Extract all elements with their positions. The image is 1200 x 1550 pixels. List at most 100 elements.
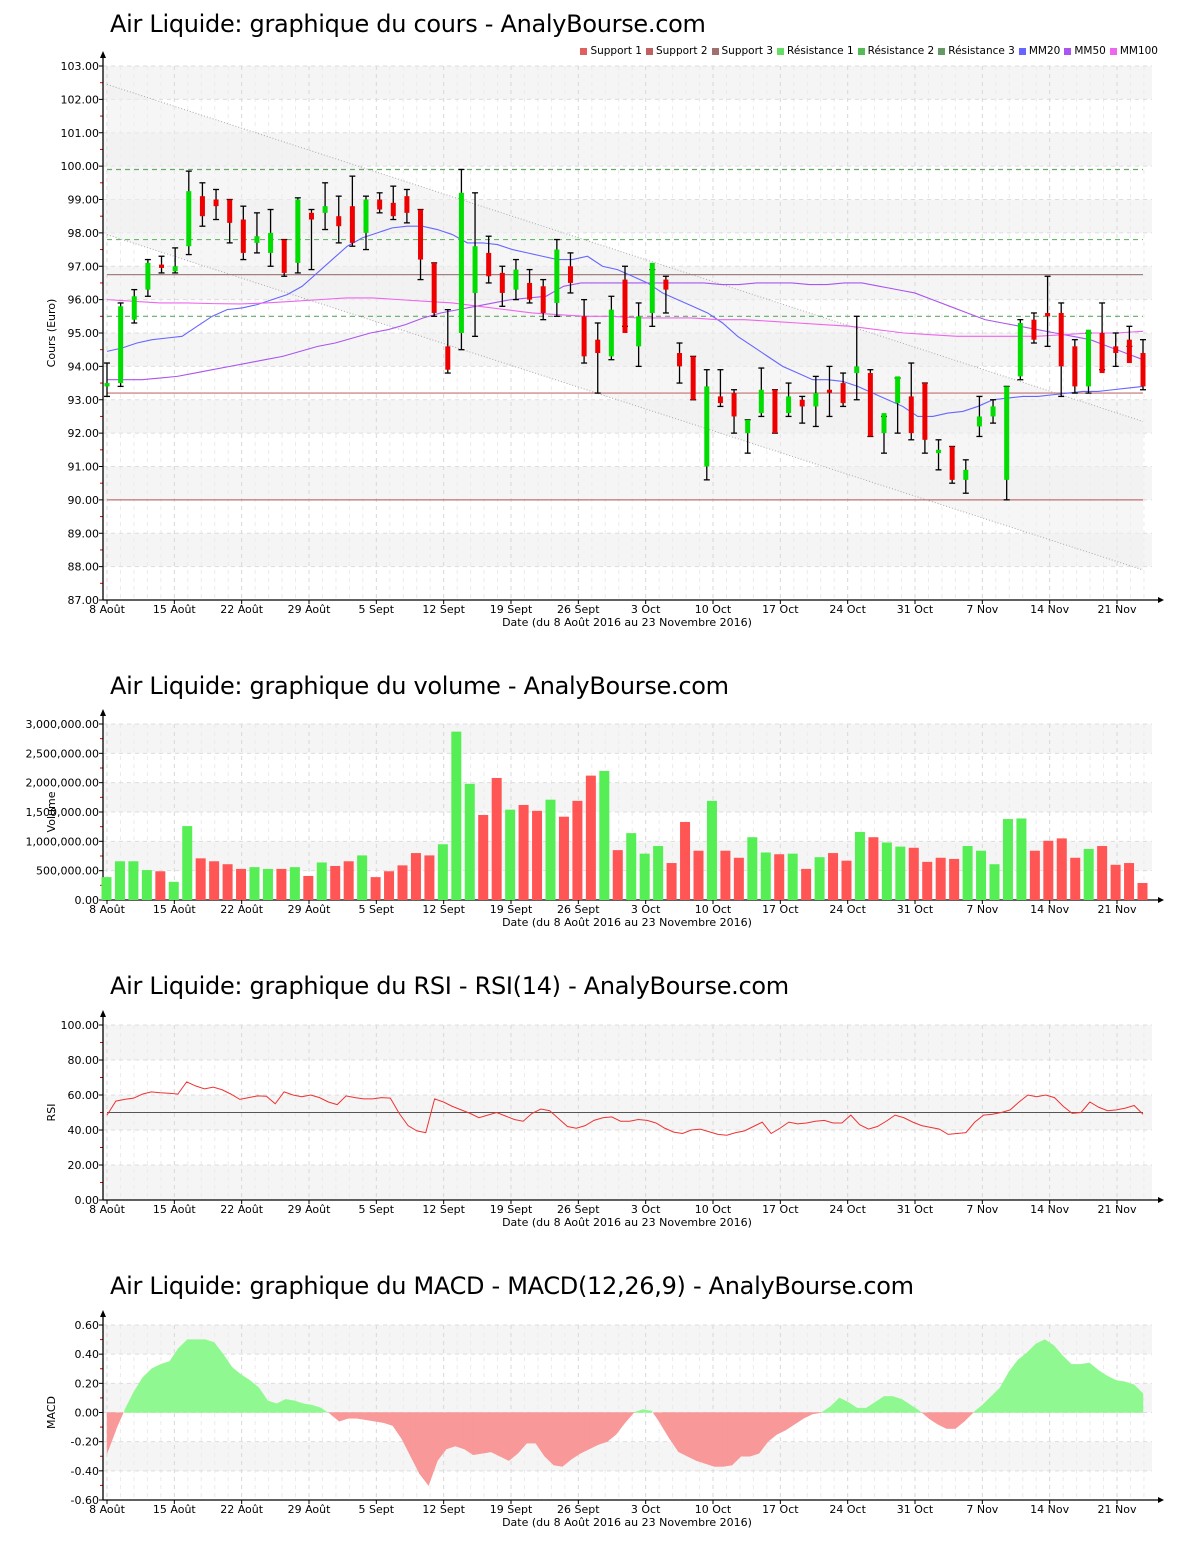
svg-text:12 Sept: 12 Sept	[422, 603, 465, 616]
legend-swatch	[711, 47, 719, 55]
svg-text:10 Oct: 10 Oct	[695, 903, 732, 916]
candle	[990, 399, 997, 424]
candle	[213, 188, 220, 221]
volume-bar	[1056, 838, 1067, 900]
volume-bar	[195, 858, 206, 900]
volume-bar	[868, 837, 879, 900]
volume-bar	[1137, 882, 1148, 900]
candle	[771, 389, 778, 434]
volume-bar	[881, 842, 892, 900]
volume-bar	[262, 868, 273, 900]
svg-text:93.00: 93.00	[68, 394, 100, 407]
volume-bar	[397, 865, 408, 900]
svg-text:5 Sept: 5 Sept	[359, 603, 395, 616]
candle	[703, 369, 710, 481]
candle	[253, 212, 260, 254]
volume-bar	[491, 777, 502, 900]
candle	[444, 308, 451, 374]
candle	[676, 342, 683, 384]
legend-label: Résistance 2	[867, 45, 935, 57]
svg-text:12 Sept: 12 Sept	[422, 1503, 465, 1516]
candle	[512, 258, 519, 301]
svg-text:24 Oct: 24 Oct	[829, 1203, 866, 1216]
volume-bar	[572, 800, 583, 900]
volume-bar	[854, 831, 865, 900]
volume-bar	[1097, 846, 1108, 900]
volume-bar	[236, 868, 247, 900]
candle	[881, 413, 887, 454]
svg-text:7 Nov: 7 Nov	[966, 603, 998, 616]
svg-text:21 Nov: 21 Nov	[1098, 903, 1137, 916]
candle	[690, 355, 697, 401]
legend-label: Résistance 1	[787, 45, 854, 57]
svg-text:2,500,000.00: 2,500,000.00	[26, 747, 99, 760]
volume-bar	[949, 858, 960, 900]
svg-text:3 Oct: 3 Oct	[631, 1503, 661, 1516]
svg-text:Date (du 8 Août 2016 au 23 Nov: Date (du 8 Août 2016 au 23 Novembre 2016…	[502, 916, 752, 929]
svg-text:12 Sept: 12 Sept	[422, 1203, 465, 1216]
volume-bar	[935, 857, 946, 900]
volume-bar	[908, 847, 919, 900]
volume-bar	[706, 800, 717, 900]
svg-text:19 Sept: 19 Sept	[490, 903, 533, 916]
volume-bar	[895, 846, 906, 900]
svg-text:96.00: 96.00	[68, 294, 100, 307]
svg-text:21 Nov: 21 Nov	[1098, 603, 1137, 616]
candle	[622, 265, 628, 333]
volume-bar	[747, 837, 758, 900]
volume-bar	[693, 850, 704, 900]
svg-text:Date (du 8 Août 2016 au 23 Nov: Date (du 8 Août 2016 au 23 Novembre 2016…	[502, 1516, 752, 1529]
svg-text:3 Oct: 3 Oct	[631, 1203, 661, 1216]
volume-bar	[558, 816, 569, 900]
volume-bar	[680, 821, 691, 900]
svg-text:3 Oct: 3 Oct	[631, 603, 661, 616]
volume-bar	[1016, 818, 1027, 900]
svg-text:15 Août: 15 Août	[153, 903, 197, 916]
volume-bar	[464, 783, 475, 900]
svg-text:40.00: 40.00	[68, 1124, 100, 1137]
svg-text:31 Oct: 31 Oct	[897, 903, 934, 916]
svg-text:1,500,000.00: 1,500,000.00	[26, 806, 99, 819]
candle	[376, 192, 383, 214]
candle	[131, 288, 138, 324]
svg-text:22 Août: 22 Août	[220, 903, 264, 916]
svg-text:100.00: 100.00	[61, 1019, 100, 1032]
svg-text:17 Oct: 17 Oct	[762, 603, 799, 616]
svg-text:17 Oct: 17 Oct	[762, 1503, 799, 1516]
svg-text:Date (du 8 Août 2016 au 23 Nov: Date (du 8 Août 2016 au 23 Novembre 2016…	[502, 616, 752, 629]
volume-bar	[612, 850, 623, 900]
volume-chart-panel: Air Liquide: graphique du volume - Analy…	[0, 660, 1200, 960]
legend-label: Résistance 3	[948, 45, 1015, 57]
legend-swatch	[1064, 47, 1072, 55]
candle	[594, 322, 601, 394]
volume-bar	[384, 871, 395, 900]
candle	[553, 238, 560, 317]
svg-text:14 Nov: 14 Nov	[1030, 903, 1069, 916]
legend-swatch	[938, 47, 946, 55]
svg-text:12 Sept: 12 Sept	[422, 903, 465, 916]
svg-text:91.00: 91.00	[68, 461, 100, 474]
candle	[1030, 312, 1037, 344]
volume-bar	[155, 871, 166, 900]
svg-text:100.00: 100.00	[61, 160, 100, 173]
candle	[540, 278, 547, 321]
legend-item: MM20	[1018, 45, 1060, 57]
candle	[826, 365, 833, 418]
svg-text:3 Oct: 3 Oct	[631, 903, 661, 916]
candle	[144, 258, 151, 297]
price-chart-plot: 103.00 102.00 101.00 100.00 99.00 98.00 97.00 9…	[45, 51, 1164, 629]
volume-bar	[841, 860, 852, 900]
volume-bar	[518, 804, 529, 900]
legend-item: MM50	[1064, 45, 1106, 57]
candle	[363, 195, 369, 251]
svg-text:14 Nov: 14 Nov	[1030, 603, 1069, 616]
candle	[840, 372, 847, 408]
legend-swatch	[1109, 47, 1117, 55]
volume-bar	[585, 775, 596, 900]
candle	[172, 247, 179, 274]
candle	[281, 238, 288, 277]
svg-text:26 Sept: 26 Sept	[557, 903, 600, 916]
volume-bar	[976, 850, 987, 900]
volume-chart-title: Air Liquide: graphique du volume - Analy…	[110, 672, 729, 700]
svg-text:8 Août: 8 Août	[89, 1503, 126, 1516]
